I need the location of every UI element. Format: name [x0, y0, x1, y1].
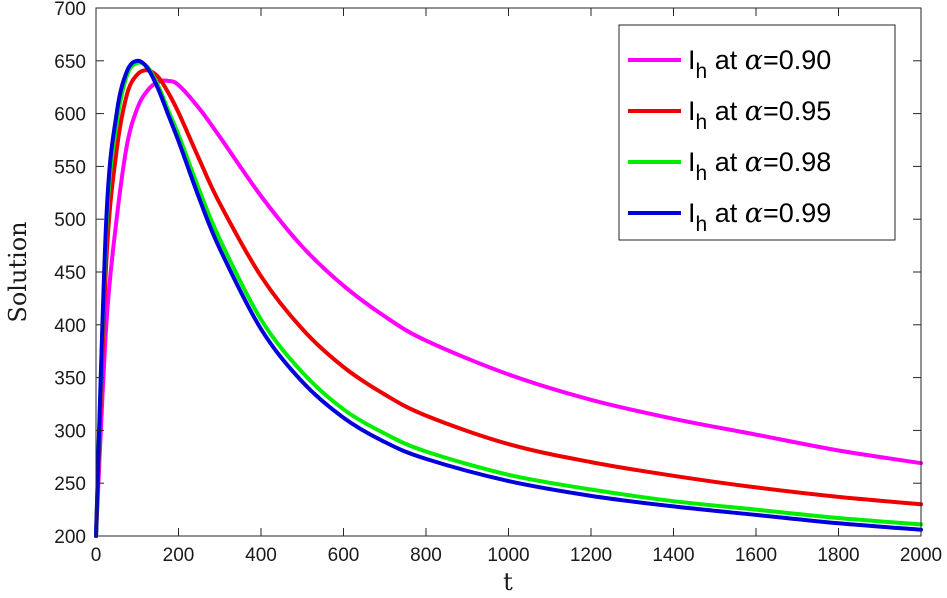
y-tick-label: 450: [54, 263, 86, 284]
x-tick-label: 600: [328, 545, 360, 566]
x-tick-label: 1000: [487, 545, 529, 566]
axis-ticks: [95, 7, 922, 537]
series-line-1: [94, 78, 923, 538]
x-tick-label: 400: [245, 545, 277, 566]
y-tick-label: 650: [54, 52, 86, 73]
legend-label: Ih at α=0.90: [688, 45, 831, 83]
x-tick-label: 800: [410, 545, 442, 566]
x-tick-label: 0: [91, 545, 102, 566]
legend-item-2: Ih at α=0.95: [628, 96, 831, 134]
x-tick-label: 1400: [652, 545, 694, 566]
series-line-4: [94, 58, 923, 538]
legend-item-4: Ih at α=0.99: [628, 198, 831, 236]
x-axis-label: t: [503, 568, 513, 596]
y-tick-label: 700: [54, 0, 86, 20]
x-tick-label: 1600: [735, 545, 777, 566]
legend-label: Ih at α=0.95: [688, 96, 831, 134]
y-tick-label: 600: [54, 105, 86, 126]
y-tick-label: 200: [54, 527, 86, 548]
series-lines: [94, 58, 923, 538]
y-axis-label: Solution: [4, 221, 32, 322]
legend-label: Ih at α=0.98: [688, 147, 831, 185]
y-tick-label: 250: [54, 474, 86, 495]
x-tick-label: 200: [163, 545, 195, 566]
legend: Ih at α=0.90 Ih at α=0.95 Ih at α=0.98 Ih a…: [618, 24, 896, 241]
axis-tick-labels: 0 200 400 600 800 1000 1200 1400 1600 1800 2000200…: [54, 0, 942, 566]
y-tick-label: 300: [54, 421, 86, 442]
y-tick-label: 400: [54, 316, 86, 337]
legend-item-3: Ih at α=0.98: [628, 147, 831, 185]
x-tick-label: 2000: [900, 545, 942, 566]
y-tick-label: 350: [54, 369, 86, 390]
series-line-2: [94, 68, 923, 538]
x-tick-label: 1200: [570, 545, 612, 566]
legend-item-1: Ih at α=0.90: [628, 45, 831, 83]
x-tick-label: 1800: [817, 545, 859, 566]
y-tick-label: 500: [54, 210, 86, 231]
legend-label: Ih at α=0.99: [688, 198, 831, 236]
y-tick-label: 550: [54, 157, 86, 178]
